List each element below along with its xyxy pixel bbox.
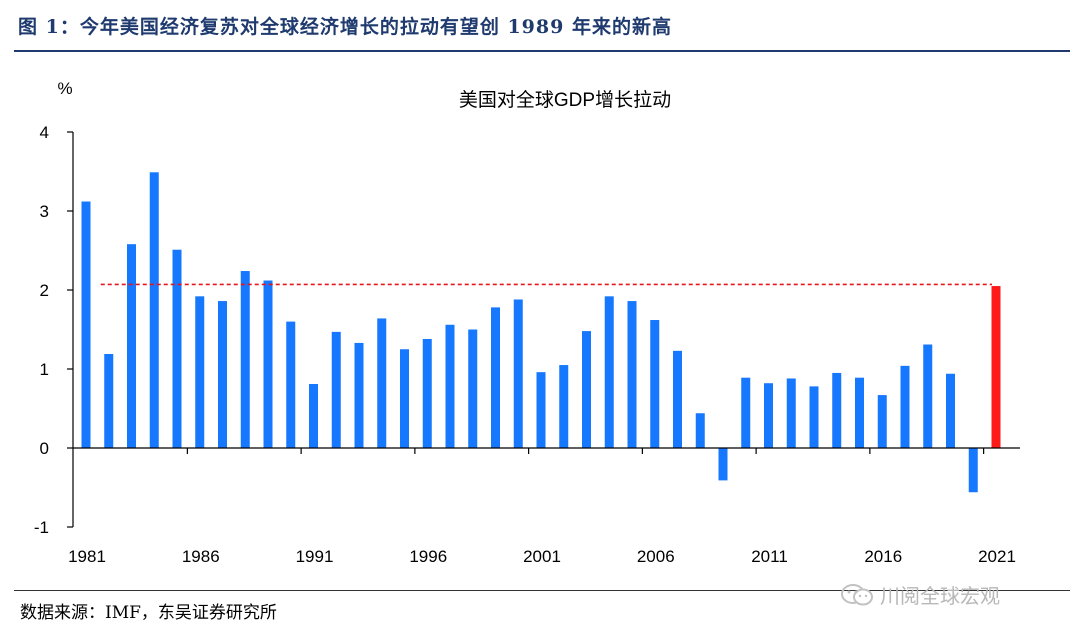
wechat-icon <box>841 583 873 605</box>
x-tick-label: 2001 <box>523 547 561 566</box>
bar-2011 <box>764 383 773 448</box>
bar-1990 <box>286 321 296 448</box>
bar-2008 <box>695 413 705 448</box>
axes-group <box>72 132 1020 527</box>
bar-1981 <box>81 201 91 448</box>
bar-1987 <box>218 301 227 448</box>
y-tick-label: 3 <box>40 202 49 221</box>
bar-2006 <box>650 320 660 448</box>
bar-2001 <box>536 372 546 448</box>
bar-1982 <box>104 353 114 448</box>
bar-2005 <box>627 301 637 448</box>
figure-title: 图 1：今年美国经济复苏对全球经济增长的拉动有望创 1989 年来的新高 <box>18 16 672 38</box>
bar-2021 <box>991 286 1001 448</box>
x-tick-label: 2011 <box>751 547 788 566</box>
x-tick-label: 2006 <box>637 547 675 566</box>
bar-2018 <box>923 344 933 448</box>
x-tick-label: 1991 <box>296 547 334 566</box>
bar-1999 <box>491 307 500 448</box>
bar-2020 <box>968 448 978 493</box>
bar-1985 <box>172 249 182 448</box>
y-tick-label: 0 <box>40 439 49 458</box>
y-ticks-group: -1 0 1 2 3 4 <box>34 123 73 537</box>
bar-2002 <box>559 365 569 448</box>
bar-2012 <box>786 378 796 448</box>
chart-title: 美国对全球GDP增长拉动 <box>459 89 671 111</box>
source-note: 数据来源：IMF，东吴证券研究所 <box>20 603 277 623</box>
x-tick-label: 1981 <box>68 547 106 566</box>
bar-2013 <box>809 386 819 448</box>
bar-1983 <box>127 244 136 448</box>
x-tick-label: 2021 <box>978 547 1016 566</box>
bar-1988 <box>240 271 250 448</box>
bar-2019 <box>946 373 955 448</box>
bar-1989 <box>263 280 273 448</box>
bar-2009 <box>718 448 728 481</box>
bar-1996 <box>422 338 432 448</box>
bar-2014 <box>832 372 842 448</box>
bar-2004 <box>604 296 614 448</box>
bar-1984 <box>149 172 159 448</box>
bar-2016 <box>877 395 887 448</box>
bar-2017 <box>900 365 910 448</box>
x-tick-label: 2016 <box>864 547 902 566</box>
bar-1997 <box>445 324 455 448</box>
y-tick-label: 2 <box>40 281 49 300</box>
bar-1998 <box>468 329 478 448</box>
bar-chart: 美国对全球GDP增长拉动 % -1 0 1 2 3 4 1981 1986 1991 1996 2… <box>34 79 1020 566</box>
y-axis-unit: % <box>57 79 72 98</box>
y-tick-label: -1 <box>34 518 49 537</box>
bar-1994 <box>377 318 387 448</box>
x-ticks-group: 1981 1986 1991 1996 2001 2006 2011 2016 2021 <box>68 448 1016 566</box>
title-rule <box>14 50 1070 52</box>
y-tick-label: 4 <box>40 123 49 142</box>
bar-2015 <box>855 377 864 448</box>
y-tick-label: 1 <box>40 360 49 379</box>
bar-1993 <box>354 342 364 448</box>
watermark: 川阅全球宏观 <box>840 580 1000 609</box>
bar-2003 <box>582 331 591 448</box>
bar-2000 <box>513 299 523 448</box>
watermark-text: 川阅全球宏观 <box>880 584 1000 608</box>
bars-group <box>81 172 1001 493</box>
bar-1991 <box>309 384 318 448</box>
x-tick-label: 1986 <box>182 547 220 566</box>
x-tick-label: 1996 <box>409 547 447 566</box>
bar-2010 <box>741 377 751 448</box>
bar-1992 <box>331 331 341 448</box>
bar-2007 <box>673 350 682 448</box>
bar-1995 <box>400 349 409 448</box>
footer-rule <box>14 590 1070 591</box>
bar-1986 <box>195 296 205 448</box>
